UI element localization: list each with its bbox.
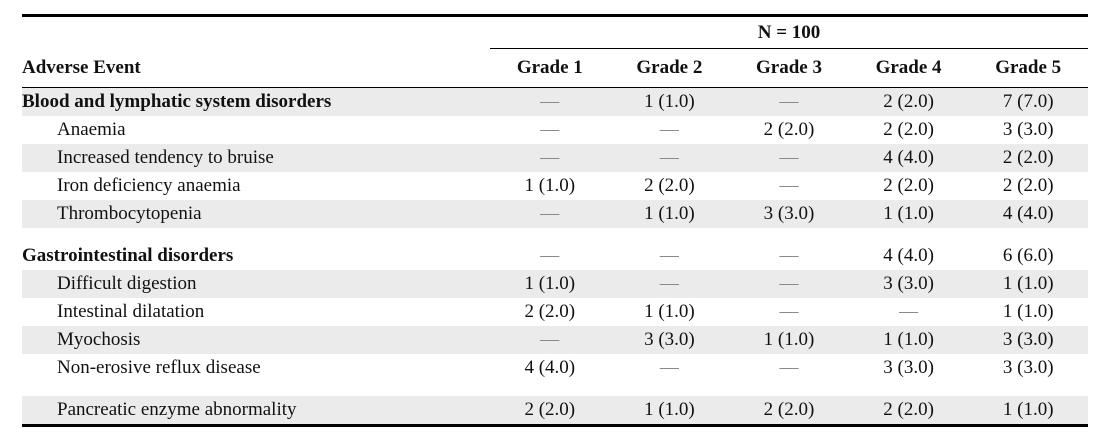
row-label: Iron deficiency anaemia <box>57 175 241 196</box>
section-spacer <box>22 382 1089 396</box>
column-header-grade-4: Grade 4 <box>848 48 969 88</box>
table-cell: — <box>609 270 730 298</box>
table-cell: — <box>490 200 610 228</box>
n-total-header: N = 100 <box>490 15 1089 49</box>
column-header-grade-2: Grade 2 <box>609 48 730 88</box>
row-label: Gastrointestinal disorders <box>22 245 234 266</box>
table-cell: 1 (1.0) <box>609 200 730 228</box>
table-cell: 1 (1.0) <box>729 326 849 354</box>
column-header-row: Adverse Event Grade 1 Grade 2 Grade 3 Gr… <box>22 48 1089 88</box>
table-row-iron-deficiency-anaemia: Iron deficiency anaemia 1 (1.0) 2 (2.0) … <box>22 172 1088 200</box>
table-cell: 3 (3.0) <box>883 357 934 378</box>
row-label: Thrombocytopenia <box>22 200 490 228</box>
table-cell: 2 (2.0) <box>848 87 969 116</box>
table-row-anaemia: Anaemia — — 2 (2.0) 2 (2.0) 3 (3.0) <box>22 116 1088 144</box>
row-label: Anaemia <box>57 119 126 140</box>
table-cell: 2 (2.0) <box>1002 175 1054 196</box>
table-cell: 2 (2.0) <box>883 175 934 196</box>
table-cell: — <box>779 245 799 266</box>
row-label: Increased tendency to bruise <box>22 144 490 172</box>
table-cell: — <box>659 119 679 140</box>
table-row-pancreatic-enzyme-abnormality: Pancreatic enzyme abnormality 2 (2.0) 1 … <box>22 396 1089 426</box>
row-label: Blood and lymphatic system disorders <box>22 87 490 116</box>
table-cell: 3 (3.0) <box>1002 357 1054 378</box>
table-row-myochosis: Myochosis — 3 (3.0) 1 (1.0) 1 (1.0) 3 (3… <box>22 326 1089 354</box>
row-label: Difficult digestion <box>22 270 490 298</box>
table-cell: 4 (4.0) <box>848 144 969 172</box>
table-cell: 2 (2.0) <box>763 119 815 140</box>
column-header-grade-1: Grade 1 <box>490 48 610 88</box>
table-cell: 3 (3.0) <box>968 326 1089 354</box>
table-cell: 2 (2.0) <box>883 119 934 140</box>
table-cell: 2 (2.0) <box>644 175 695 196</box>
table-cell: 4 (4.0) <box>883 245 934 266</box>
table-cell: — <box>609 144 730 172</box>
table-cell: — <box>540 119 560 140</box>
column-header-grade-5: Grade 5 <box>968 48 1089 88</box>
table-cell: — <box>779 175 799 196</box>
table-cell: 1 (1.0) <box>1002 301 1054 322</box>
row-label: Intestinal dilatation <box>57 301 205 322</box>
table-cell: 1 (1.0) <box>848 200 969 228</box>
table-cell: 1 (1.0) <box>848 326 969 354</box>
table-row-gastrointestinal-disorders: Gastrointestinal disorders — — — 4 (4.0)… <box>22 242 1088 270</box>
table-cell: 7 (7.0) <box>968 87 1089 116</box>
spanner-row: N = 100 <box>22 15 1089 49</box>
table-cell: — <box>490 87 610 116</box>
table-row-increased-tendency-to-bruise: Increased tendency to bruise — — — 4 (4.… <box>22 144 1089 172</box>
table-cell: — <box>659 245 679 266</box>
table-row-thrombocytopenia: Thrombocytopenia — 1 (1.0) 3 (3.0) 1 (1.… <box>22 200 1089 228</box>
table-cell: 3 (3.0) <box>609 326 730 354</box>
table-cell: — <box>729 270 849 298</box>
row-label: Myochosis <box>22 326 490 354</box>
table-cell: 2 (2.0) <box>848 396 969 426</box>
row-label: Non-erosive reflux disease <box>57 357 261 378</box>
table-row-intestinal-dilatation: Intestinal dilatation 2 (2.0) 1 (1.0) — … <box>22 298 1088 326</box>
table-cell: — <box>729 144 849 172</box>
table-cell: — <box>729 87 849 116</box>
table-cell: — <box>899 301 919 322</box>
table-cell: — <box>490 326 610 354</box>
adverse-events-table: N = 100 Adverse Event Grade 1 Grade 2 Gr… <box>22 14 1089 427</box>
table-cell: — <box>540 245 560 266</box>
row-label: Pancreatic enzyme abnormality <box>22 396 490 426</box>
table-cell: 1 (1.0) <box>644 301 695 322</box>
column-header-adverse-event: Adverse Event <box>22 48 490 88</box>
table-cell: — <box>779 357 799 378</box>
table-cell: 6 (6.0) <box>1002 245 1054 266</box>
table-cell: 1 (1.0) <box>609 87 730 116</box>
table-row-blood-and-lymphatic-system-disorders: Blood and lymphatic system disorders — 1… <box>22 87 1089 116</box>
table-cell: 1 (1.0) <box>968 396 1089 426</box>
table-cell: 1 (1.0) <box>968 270 1089 298</box>
table-cell: 3 (3.0) <box>729 200 849 228</box>
table-cell: — <box>659 357 679 378</box>
table-cell: 1 (1.0) <box>524 175 576 196</box>
table-cell: 1 (1.0) <box>609 396 730 426</box>
table-cell: 3 (3.0) <box>1002 119 1054 140</box>
table-cell: 2 (2.0) <box>729 396 849 426</box>
table-cell: 4 (4.0) <box>524 357 576 378</box>
table-cell: 2 (2.0) <box>490 396 610 426</box>
table-row-difficult-digestion: Difficult digestion 1 (1.0) — — 3 (3.0) … <box>22 270 1089 298</box>
section-spacer <box>22 228 1089 242</box>
table-cell: 4 (4.0) <box>968 200 1089 228</box>
table-cell: 1 (1.0) <box>490 270 610 298</box>
table-cell: 2 (2.0) <box>968 144 1089 172</box>
table-cell: — <box>779 301 799 322</box>
column-header-grade-3: Grade 3 <box>729 48 849 88</box>
table-cell: 2 (2.0) <box>524 301 576 322</box>
spanner-empty-cell <box>22 16 490 49</box>
table-row-non-erosive-reflux-disease: Non-erosive reflux disease 4 (4.0) — — 3… <box>22 354 1088 382</box>
table-cell: — <box>490 144 610 172</box>
table-cell: 3 (3.0) <box>848 270 969 298</box>
